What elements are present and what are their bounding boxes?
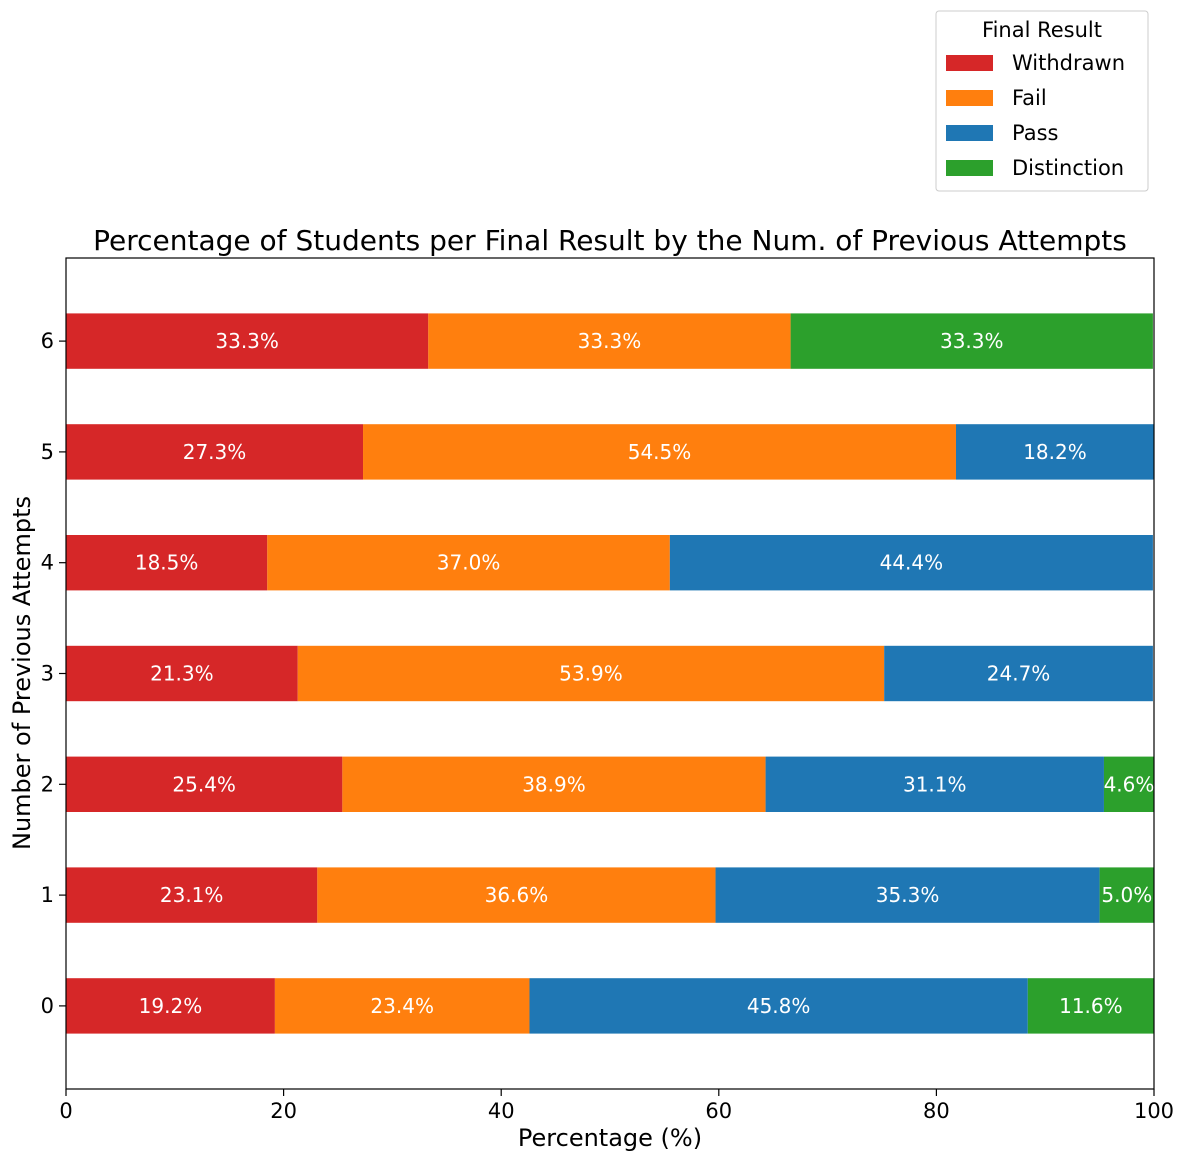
bar-fail-6 — [428, 313, 791, 369]
chart-title: Percentage of Students per Final Result … — [93, 224, 1127, 257]
legend-label-fail: Fail — [1012, 86, 1047, 110]
bar-fail-2 — [342, 756, 766, 812]
legend: Final Result Withdrawn Fail Pass Distinctio… — [935, 10, 1149, 192]
x-tick-label-100: 100 — [1134, 1099, 1174, 1123]
bar-label-pass-2: 31.1% — [903, 772, 967, 796]
bar-labels-layer: 19.2% 23.4% 45.8% 11.6% 23.1% 36.6% 35.3% 5.0% 2… — [135, 329, 1155, 1018]
bar-label-withdrawn-2: 25.4% — [172, 772, 236, 796]
bar-label-fail-3: 53.9% — [559, 662, 623, 686]
bar-withdrawn-2 — [66, 756, 343, 812]
x-tick-label-40: 40 — [488, 1099, 515, 1123]
bar-label-distinction-0: 11.6% — [1059, 994, 1123, 1018]
legend-title: Final Result — [982, 18, 1102, 42]
bar-withdrawn-3 — [66, 645, 298, 702]
legend-label-pass: Pass — [1012, 121, 1058, 145]
y-tick-label-6: 6 — [41, 329, 54, 353]
y-tick-label-2: 2 — [41, 772, 54, 796]
legend-swatch-pass — [946, 125, 993, 141]
bar-label-withdrawn-0: 19.2% — [139, 994, 203, 1018]
x-tick-label-80: 80 — [923, 1099, 950, 1123]
y-axis-label: Number of Previous Attempts — [8, 496, 36, 850]
bar-label-fail-6: 33.3% — [578, 329, 642, 353]
bar-label-pass-3: 24.7% — [987, 662, 1051, 686]
y-tick-label-5: 5 — [41, 440, 54, 464]
bar-pass-3 — [884, 645, 1153, 702]
legend-swatch-withdrawn — [946, 55, 993, 71]
bar-withdrawn-4 — [66, 535, 268, 591]
bar-fail-0 — [274, 978, 530, 1034]
bar-distinction-6 — [790, 313, 1153, 369]
bar-pass-4 — [669, 535, 1153, 591]
bar-label-distinction-2: 4.6% — [1104, 772, 1155, 796]
y-tick-label-1: 1 — [41, 883, 54, 907]
bar-pass-1 — [715, 867, 1100, 923]
x-axis: 0 20 40 60 80 100 — [59, 1089, 1174, 1123]
bar-label-withdrawn-5: 27.3% — [183, 440, 247, 464]
legend-swatch-fail — [946, 90, 993, 106]
bar-pass-5 — [955, 424, 1154, 480]
bar-label-fail-1: 36.6% — [485, 883, 549, 907]
bar-label-fail-4: 37.0% — [437, 551, 501, 575]
bar-label-distinction-6: 33.3% — [940, 329, 1004, 353]
bar-label-withdrawn-6: 33.3% — [215, 329, 279, 353]
bar-withdrawn-5 — [66, 424, 364, 480]
bar-label-pass-5: 18.2% — [1023, 440, 1087, 464]
bar-fail-1 — [317, 867, 716, 923]
x-tick-label-20: 20 — [270, 1099, 297, 1123]
legend-items: Withdrawn Fail Pass Distinction — [946, 51, 1125, 180]
bars-layer — [66, 313, 1154, 1034]
bar-distinction-2 — [1103, 756, 1154, 812]
y-tick-label-0: 0 — [41, 994, 54, 1018]
bar-pass-0 — [529, 978, 1028, 1034]
bar-label-pass-0: 45.8% — [747, 994, 811, 1018]
bar-label-pass-4: 44.4% — [880, 551, 944, 575]
bar-label-withdrawn-1: 23.1% — [160, 883, 224, 907]
bar-pass-2 — [765, 756, 1104, 812]
legend-swatch-distinction — [946, 160, 993, 176]
bar-withdrawn-6 — [66, 313, 429, 369]
bar-label-fail-5: 54.5% — [628, 440, 692, 464]
legend-label-distinction: Distinction — [1012, 156, 1124, 180]
x-axis-label: Percentage (%) — [518, 1124, 702, 1152]
bar-label-fail-0: 23.4% — [370, 994, 434, 1018]
bar-label-withdrawn-4: 18.5% — [135, 551, 199, 575]
legend-label-withdrawn: Withdrawn — [1012, 51, 1125, 75]
bar-label-distinction-1: 5.0% — [1101, 883, 1152, 907]
bar-fail-3 — [297, 645, 885, 702]
bar-distinction-1 — [1099, 867, 1154, 923]
x-tick-label-60: 60 — [705, 1099, 732, 1123]
y-tick-label-4: 4 — [41, 551, 54, 575]
bar-label-withdrawn-3: 21.3% — [150, 662, 214, 686]
y-axis: 0 1 2 3 4 5 6 — [41, 329, 66, 1018]
bar-label-fail-2: 38.9% — [522, 772, 586, 796]
y-tick-label-3: 3 — [41, 662, 54, 686]
x-tick-label-0: 0 — [59, 1099, 72, 1123]
bar-distinction-0 — [1027, 978, 1154, 1034]
bar-fail-5 — [363, 424, 956, 480]
bar-fail-4 — [267, 535, 670, 591]
bar-withdrawn-0 — [66, 978, 275, 1034]
bar-label-pass-1: 35.3% — [876, 883, 940, 907]
bar-withdrawn-1 — [66, 867, 318, 923]
